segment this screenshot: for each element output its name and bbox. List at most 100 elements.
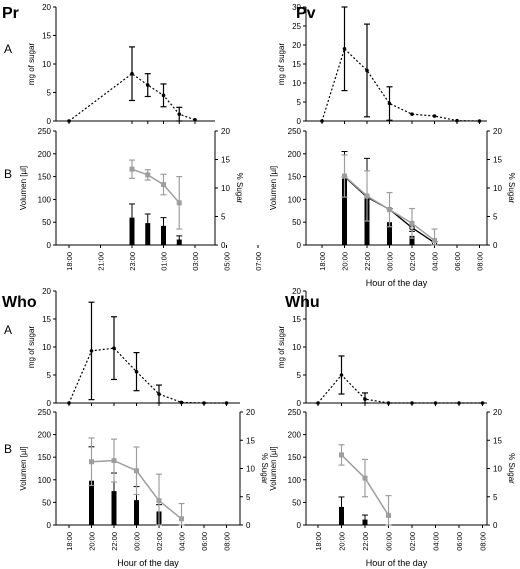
panel1-b-xtick-label: 18:00 — [65, 252, 74, 271]
panel4-b-xtick-label: 02:00 — [408, 532, 417, 551]
panel3-b-xtick-label: 02:00 — [155, 532, 164, 551]
panel4-b-bar — [339, 506, 344, 525]
panel2-b-xtick-label: 00:00 — [386, 252, 395, 271]
panel1-a-ytick-label: 20 — [42, 3, 51, 12]
panel3-b-xtick-label: 04:00 — [178, 532, 187, 551]
panel1-b-bar — [161, 225, 166, 245]
panel1-b-y2tick-label: 20 — [221, 127, 230, 136]
panel2-a-ylabel: mg of sugar — [277, 43, 286, 86]
panel3-a-point — [202, 401, 206, 405]
panel1-b-y2tick-label: 15 — [221, 156, 230, 165]
panel4-b-xtick-label: 22:00 — [361, 532, 370, 551]
panel3-a-ylabel: mg of sugar — [27, 326, 36, 369]
panel2-a-ytick-label: 30 — [292, 3, 301, 12]
panel3-b-ytick-label: 200 — [38, 431, 52, 440]
panel4-a-sugar-line — [317, 374, 483, 404]
panel2-a-point — [342, 47, 347, 51]
panel2-a-sugar-line — [321, 47, 480, 122]
panel2-a-point — [432, 114, 437, 118]
panel1-b-percent-point — [161, 182, 166, 188]
panel3-b-y2tick-label: 15 — [246, 436, 255, 445]
panel2-a-point — [455, 118, 459, 123]
panel3-a-ytick-label: 15 — [42, 315, 51, 324]
panel3-b-xtick-label: 06:00 — [200, 532, 209, 551]
panel3-a-point — [89, 349, 94, 353]
panel3-b-ytick-label: 100 — [38, 476, 52, 485]
panel2-b-ytick-label: 100 — [288, 195, 302, 204]
panel1-b-xtick-label: 23:00 — [128, 252, 137, 271]
panel2-b-ytick-label: 150 — [288, 173, 302, 182]
panel3-b-percent-point — [134, 468, 139, 474]
panel4-b-ylabel: Volumen [µl] — [269, 446, 278, 490]
panel2-b-ytick-label: 0 — [297, 241, 302, 250]
panel2-b-percent-point — [364, 193, 370, 199]
panel2-b-xlabel: Hour of the day — [366, 278, 428, 288]
panel1-b-ytick-label: 50 — [42, 218, 51, 227]
panel1-a-point — [130, 71, 134, 76]
panel1-b-ytick-label: 200 — [38, 150, 52, 159]
panel1-b-xtick-label: 21:00 — [97, 252, 106, 271]
panel1-b-ytick-label: 100 — [38, 195, 52, 204]
panel4-b-y2tick-label: 5 — [493, 493, 498, 502]
panel2-b-bar — [342, 178, 347, 245]
panel1-b-bar — [129, 217, 135, 245]
panel4-b-percent-point — [339, 452, 344, 458]
panel1-row-label-b: B — [4, 167, 12, 181]
panel1-a-ylabel: mg of sugar — [27, 43, 36, 86]
panel1-b-ytick-label: 0 — [47, 241, 52, 250]
panel1-b-percent-point — [145, 172, 151, 178]
panel1-a-ytick-label: 5 — [47, 89, 52, 98]
panel3-a-ytick-label: 5 — [47, 371, 52, 380]
panel4-a-point — [339, 373, 344, 377]
panel2-b-xtick-label: 06:00 — [453, 252, 462, 271]
panel4-a-point — [386, 401, 391, 405]
panel1-a-point — [177, 112, 182, 116]
panel3-b-ytick-label: 0 — [47, 521, 52, 530]
panel4-b-percent-point — [362, 475, 368, 481]
panel2-b-ylabel: Volumen [µl] — [269, 166, 278, 210]
panel2-b-xtick-label: 08:00 — [476, 252, 485, 271]
panel1-a-point — [161, 93, 166, 98]
panel3-b-y2tick-label: 10 — [246, 465, 255, 474]
panel3-b-bar — [89, 480, 94, 525]
panel4-title: Whu — [285, 294, 320, 311]
panel4-b-ytick-label: 100 — [288, 476, 302, 485]
panel1-a-ytick-label: 0 — [47, 117, 52, 126]
panel4-a-point — [433, 401, 438, 405]
panel2-b-ytick-label: 50 — [292, 218, 301, 227]
panel3-b-percent-point — [111, 458, 117, 464]
panel2-b-ytick-label: 200 — [288, 150, 302, 159]
panel1-b-percent-point — [129, 166, 135, 172]
panel3-a-point — [134, 369, 139, 374]
panel2-a-point — [477, 119, 482, 123]
panel4-a-ylabel: mg of sugar — [277, 326, 286, 369]
panel2-a-ytick-label: 5 — [297, 98, 302, 107]
panel3-b-y2tick-label: 20 — [246, 408, 255, 417]
panel1-a-point — [67, 119, 71, 123]
panel4-a-point — [410, 401, 414, 405]
panel3-b-ytick-label: 50 — [42, 498, 51, 507]
panel3-b-percent-point — [89, 459, 94, 465]
panel1-row-label-a: A — [4, 42, 12, 56]
panel4-b-y2tick-label: 15 — [493, 436, 502, 445]
panel1-b-y2tick-label: 0 — [221, 241, 226, 250]
panel3-b-xtick-label: 08:00 — [223, 532, 232, 551]
panel4-a-ytick-label: 0 — [297, 399, 302, 408]
panel1-b-ylabel: Volumen [µl] — [19, 166, 28, 210]
panel3-b-xtick-label: 22:00 — [110, 532, 119, 551]
panel1-b-xtick-label: 07:00 — [254, 252, 263, 271]
panel2-b-y2tick-label: 20 — [493, 127, 502, 136]
panel4-b-y2label: % Sugar — [507, 453, 516, 484]
panel3-a-point — [179, 400, 184, 405]
panel2-a-point — [387, 101, 392, 106]
panel2-b-xtick-label: 04:00 — [431, 252, 440, 271]
panel3-title: Who — [2, 294, 37, 311]
panel2-b-xtick-label: 18:00 — [318, 252, 327, 271]
panel4-b-ytick-label: 0 — [297, 521, 302, 530]
panel4-b-ytick-label: 200 — [288, 431, 302, 440]
panel2-b-xtick-label: 02:00 — [408, 252, 417, 271]
panel4-a-point — [363, 397, 367, 401]
panel4-b-ytick-label: 250 — [288, 408, 302, 417]
panel2-b-y2label: % Sugar — [507, 173, 516, 204]
panel3-a-ytick-label: 0 — [47, 399, 52, 408]
